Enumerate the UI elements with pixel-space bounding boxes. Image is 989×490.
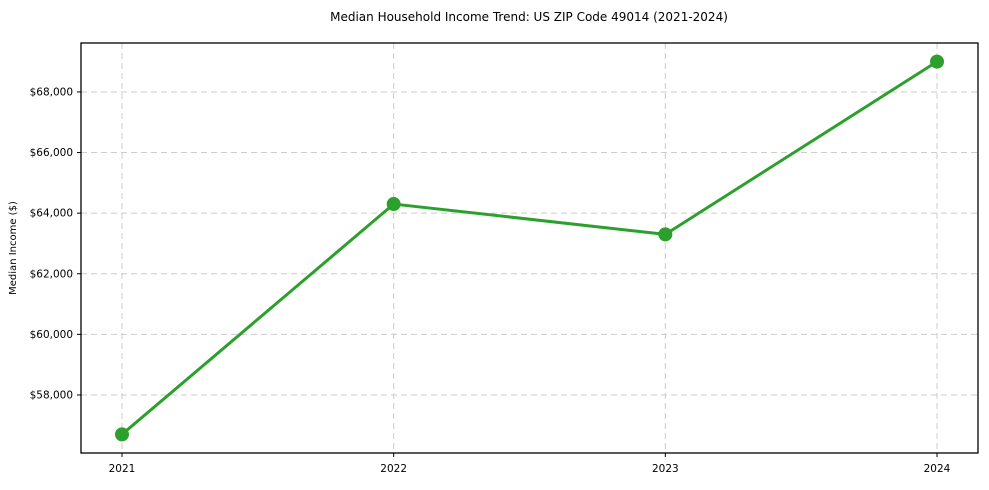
- y-tick-label: $68,000: [30, 86, 73, 98]
- chart-title: Median Household Income Trend: US ZIP Co…: [330, 10, 728, 24]
- data-point-2022: [386, 197, 401, 212]
- plot-area: $58,000 $60,000 $62,000 $64,000 $66,000 $68,0…: [30, 42, 979, 475]
- trend-line: [120, 60, 939, 436]
- plot-border: [80, 42, 979, 454]
- y-axis-label: Median Income ($): [8, 201, 19, 295]
- data-point-2021: [115, 427, 129, 442]
- data-point-2024: [930, 54, 944, 69]
- y-tick-label: $64,000: [30, 208, 73, 220]
- y-tick-label: $66,000: [30, 147, 73, 159]
- data-point-2023: [658, 227, 673, 242]
- y-tick-label: $62,000: [30, 268, 73, 280]
- y-tick-label: $58,000: [30, 389, 73, 401]
- x-tick-label: 2022: [380, 463, 407, 475]
- x-tick-label: 2023: [652, 463, 679, 475]
- x-tick-label: 2024: [924, 463, 951, 475]
- x-tick-label: 2021: [109, 463, 136, 475]
- y-tick-label: $60,000: [30, 329, 73, 341]
